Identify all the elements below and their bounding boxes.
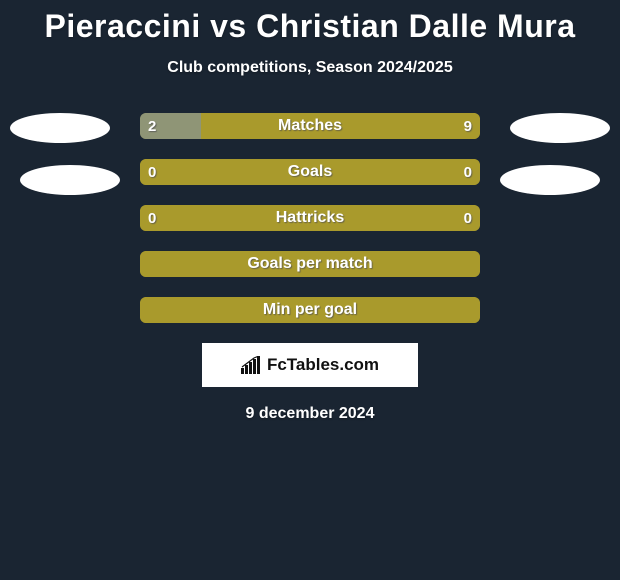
bar-label: Hattricks bbox=[140, 205, 480, 231]
logo-box: FcTables.com bbox=[202, 343, 418, 387]
barchart-icon bbox=[241, 356, 263, 374]
stat-bar: 00Goals bbox=[140, 159, 480, 185]
comparison-chart: 29Matches 00Goals 00Hattricks Goals per mat… bbox=[0, 113, 620, 323]
bar-label: Goals bbox=[140, 159, 480, 185]
date-line: 9 december 2024 bbox=[0, 405, 620, 423]
page-subtitle: Club competitions, Season 2024/2025 bbox=[0, 59, 620, 77]
player-left-avatar-2 bbox=[20, 165, 120, 195]
logo-text: FcTables.com bbox=[267, 355, 379, 375]
page-title: Pieraccini vs Christian Dalle Mura bbox=[0, 0, 620, 45]
stat-bar: Min per goal bbox=[140, 297, 480, 323]
logo: FcTables.com bbox=[241, 355, 379, 375]
player-left-avatar-1 bbox=[10, 113, 110, 143]
stat-bar: 29Matches bbox=[140, 113, 480, 139]
stat-bar: Goals per match bbox=[140, 251, 480, 277]
bar-label: Matches bbox=[140, 113, 480, 139]
bars-container: 29Matches 00Goals 00Hattricks Goals per mat… bbox=[140, 113, 480, 323]
player-right-avatar-1 bbox=[510, 113, 610, 143]
stat-bar: 00Hattricks bbox=[140, 205, 480, 231]
bar-label: Goals per match bbox=[140, 251, 480, 277]
bar-label: Min per goal bbox=[140, 297, 480, 323]
player-right-avatar-2 bbox=[500, 165, 600, 195]
